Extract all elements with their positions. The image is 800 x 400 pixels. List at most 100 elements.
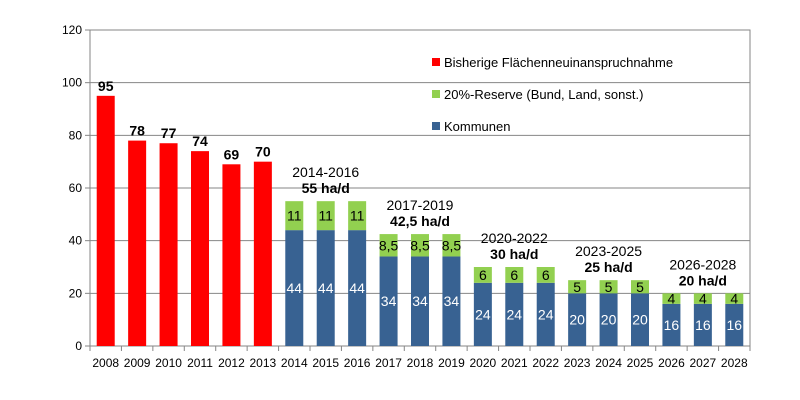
legend-label: Bisherige Flächenneuinanspruchnahme	[444, 55, 673, 70]
data-label: 77	[161, 125, 177, 141]
x-tick-label: 2023	[564, 356, 591, 370]
x-tick-label: 2014	[281, 356, 308, 370]
bar-bisherige-fl-chenneuinanspruchnahme	[253, 161, 272, 346]
bar-20-reserve-bund-land-sonst	[505, 267, 524, 283]
data-label: 8,5	[410, 237, 430, 253]
annotation-target: 42,5 ha/d	[390, 213, 450, 229]
data-label: 69	[224, 146, 240, 162]
annotation-period: 2023-2025	[575, 243, 642, 259]
annotation-period: 2026-2028	[669, 256, 736, 272]
bar-kommunen	[316, 230, 335, 346]
annotation-period: 2014-2016	[292, 164, 359, 180]
x-tick-label: 2027	[690, 356, 717, 370]
bar-20-reserve-bund-land-sonst	[316, 201, 335, 231]
bar-20-reserve-bund-land-sonst	[568, 280, 587, 294]
bar-20-reserve-bund-land-sonst	[285, 201, 304, 231]
bar-kommunen	[599, 293, 618, 346]
y-tick-label: 80	[69, 128, 83, 142]
bar-20-reserve-bund-land-sonst	[442, 234, 461, 257]
data-label: 6	[510, 267, 518, 283]
y-tick-label: 20	[69, 286, 83, 300]
bar-kommunen	[505, 282, 524, 346]
data-label: 6	[479, 267, 487, 283]
annotation-period: 2020-2022	[481, 230, 548, 246]
bar-20-reserve-bund-land-sonst	[599, 280, 618, 294]
bar-20-reserve-bund-land-sonst	[473, 267, 492, 283]
y-tick-label: 0	[75, 339, 82, 353]
data-label: 24	[506, 306, 522, 322]
x-tick-label: 2025	[627, 356, 654, 370]
bar-20-reserve-bund-land-sonst	[536, 267, 555, 283]
legend-label: Kommunen	[444, 119, 510, 134]
data-label: 8,5	[379, 237, 399, 253]
bar-bisherige-fl-chenneuinanspruchnahme	[96, 95, 115, 346]
data-label: 4	[668, 291, 676, 307]
data-label: 34	[444, 293, 460, 309]
data-label: 20	[569, 312, 585, 328]
bar-bisherige-fl-chenneuinanspruchnahme	[128, 140, 147, 346]
bar-kommunen	[348, 230, 367, 346]
bar-kommunen	[536, 282, 555, 346]
y-tick-label: 40	[69, 234, 83, 248]
data-label: 44	[349, 280, 365, 296]
data-label: 44	[286, 280, 302, 296]
x-tick-label: 2022	[532, 356, 559, 370]
annotation-target: 55 ha/d	[302, 180, 350, 196]
annotation-target: 30 ha/d	[490, 246, 538, 262]
bar-kommunen	[693, 303, 712, 346]
data-label: 34	[381, 293, 397, 309]
bar-20-reserve-bund-land-sonst	[693, 293, 712, 304]
x-tick-label: 2024	[595, 356, 622, 370]
x-tick-label: 2010	[155, 356, 182, 370]
data-label: 70	[255, 144, 271, 160]
data-label: 44	[318, 280, 334, 296]
bar-kommunen	[379, 256, 398, 346]
data-label: 16	[695, 317, 711, 333]
x-tick-label: 2026	[658, 356, 685, 370]
bar-kommunen	[662, 303, 681, 346]
data-label: 5	[636, 279, 644, 295]
data-label: 20	[601, 312, 617, 328]
bar-20-reserve-bund-land-sonst	[379, 234, 398, 257]
data-label: 4	[699, 291, 707, 307]
bar-kommunen	[285, 230, 304, 346]
bar-20-reserve-bund-land-sonst	[725, 293, 744, 304]
bar-bisherige-fl-chenneuinanspruchnahme	[159, 143, 178, 346]
data-label: 11	[287, 208, 302, 224]
legend-swatch	[432, 122, 440, 130]
data-label: 24	[475, 306, 491, 322]
data-label: 24	[538, 306, 554, 322]
bar-20-reserve-bund-land-sonst	[348, 201, 367, 231]
data-label: 11	[350, 208, 365, 224]
bar-kommunen	[568, 293, 587, 346]
bar-bisherige-fl-chenneuinanspruchnahme	[222, 164, 241, 346]
data-label: 34	[412, 293, 428, 309]
legend-swatch	[432, 90, 440, 98]
bar-kommunen	[725, 303, 744, 346]
legend-label: 20%-Reserve (Bund, Land, sonst.)	[444, 87, 643, 102]
bar-kommunen	[473, 282, 492, 346]
x-tick-label: 2028	[721, 356, 748, 370]
x-tick-label: 2013	[250, 356, 277, 370]
data-label: 8,5	[442, 237, 462, 253]
x-tick-label: 2019	[438, 356, 465, 370]
annotation-target: 25 ha/d	[584, 259, 632, 275]
data-label: 78	[129, 123, 145, 139]
x-tick-label: 2011	[187, 356, 213, 370]
data-label: 5	[573, 279, 581, 295]
annotation-period: 2017-2019	[387, 197, 454, 213]
x-tick-label: 2008	[92, 356, 119, 370]
x-tick-label: 2020	[470, 356, 497, 370]
data-label: 6	[542, 267, 550, 283]
bar-kommunen	[411, 256, 429, 346]
bar-20-reserve-bund-land-sonst	[662, 293, 681, 304]
x-tick-label: 2021	[501, 356, 528, 370]
legend-swatch	[432, 58, 440, 66]
data-label: 16	[726, 317, 742, 333]
x-tick-label: 2012	[218, 356, 245, 370]
bar-kommunen	[631, 293, 649, 346]
bar-bisherige-fl-chenneuinanspruchnahme	[191, 151, 209, 346]
x-tick-label: 2015	[312, 356, 339, 370]
y-tick-label: 100	[62, 76, 82, 90]
